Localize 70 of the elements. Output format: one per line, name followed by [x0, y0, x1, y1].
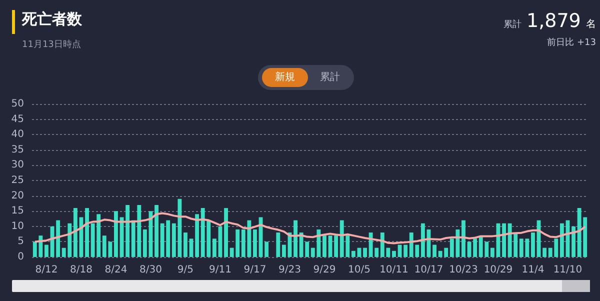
bar — [420, 223, 425, 257]
y-tick-label: 10 — [11, 220, 24, 232]
bar — [276, 232, 280, 257]
bar — [490, 248, 494, 257]
bar — [85, 208, 89, 257]
bar — [531, 232, 535, 257]
chart-subtitle: 11月13日時点 — [22, 38, 81, 51]
x-tick-label: 10/5 — [348, 264, 370, 276]
bar — [294, 220, 298, 257]
bar — [195, 214, 200, 257]
bar — [44, 244, 48, 257]
x-tick-label: 9/29 — [313, 264, 336, 276]
bar — [467, 242, 472, 257]
text: 前日比 +13 — [547, 36, 596, 49]
y-tick-label: 40 — [11, 129, 24, 140]
y-tick-label: 15 — [11, 206, 24, 217]
y-tick-label: 30 — [11, 160, 24, 171]
bar — [322, 236, 326, 257]
x-tick-label: 9/5 — [177, 264, 194, 276]
text: 1,879 — [526, 10, 581, 32]
bar — [224, 208, 228, 257]
x-tick-label: 9/17 — [244, 264, 266, 276]
x-tick-label: 10/11 — [380, 264, 408, 276]
x-tick-label: 9/23 — [278, 264, 301, 276]
y-tick-label: 5 — [18, 236, 24, 248]
x-tick-label: 10/17 — [414, 264, 444, 276]
y-tick-label: 35 — [11, 144, 24, 156]
bar — [282, 244, 286, 257]
bar — [56, 220, 60, 257]
x-tick-label: 8/18 — [70, 264, 92, 276]
bar — [542, 248, 547, 257]
bar — [264, 242, 269, 257]
bar — [189, 238, 194, 257]
toggle-switch: 新規 累計 — [258, 65, 354, 90]
line-series — [34, 212, 586, 244]
bar — [154, 204, 158, 257]
x-tick-label: 10/23 — [449, 264, 478, 276]
bar — [184, 232, 188, 257]
y-tick-label: 0 — [18, 252, 24, 262]
x-tick-label: 11/10 — [553, 264, 582, 276]
x-tick-label: 8/24 — [104, 264, 128, 276]
bar — [502, 223, 506, 257]
bar — [392, 250, 396, 257]
bar — [351, 250, 356, 257]
bar — [560, 223, 564, 257]
bar — [212, 238, 216, 257]
y-tick-label: 20 — [11, 190, 24, 202]
text: 累計 — [503, 20, 522, 30]
bar — [73, 208, 78, 257]
bar — [253, 229, 257, 257]
chart-title: 死亡者数 — [22, 10, 82, 29]
y-tick-label: 50 — [11, 98, 24, 110]
bar — [462, 220, 466, 257]
bar — [473, 238, 478, 257]
bar — [432, 244, 436, 257]
y-tick-label: 25 — [11, 175, 24, 186]
bar — [404, 244, 408, 257]
bar — [572, 226, 576, 257]
x-tick-label: 8/30 — [139, 264, 162, 276]
bar — [334, 236, 338, 257]
x-tick-label: 11/4 — [522, 264, 544, 276]
x-tick-label: 8/12 — [35, 264, 58, 276]
x-tick-label: 9/11 — [208, 264, 232, 276]
x-tick-label: 10/29 — [484, 264, 513, 276]
bar — [114, 211, 118, 257]
y-tick-label: 45 — [11, 114, 24, 125]
bar — [142, 229, 147, 257]
bar — [363, 248, 367, 257]
text: 名 — [586, 19, 596, 30]
bar — [126, 204, 130, 257]
